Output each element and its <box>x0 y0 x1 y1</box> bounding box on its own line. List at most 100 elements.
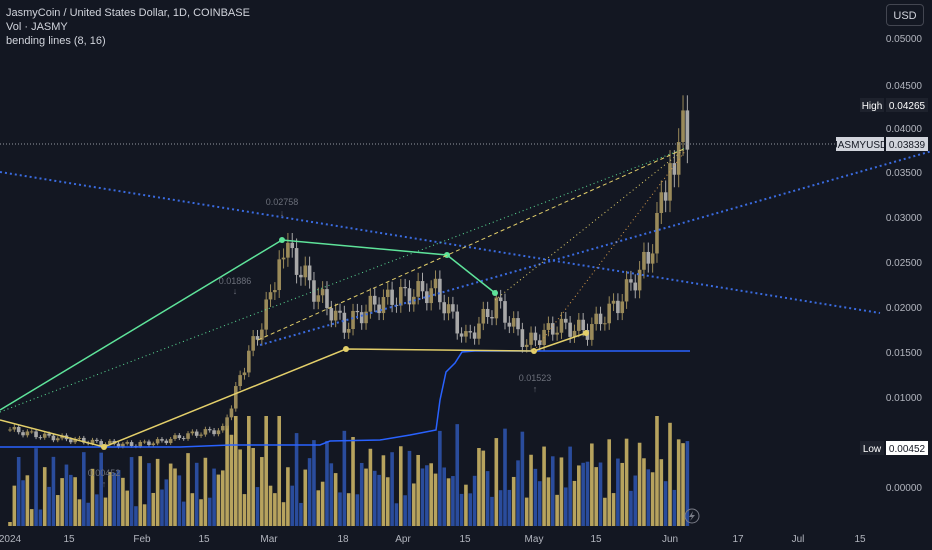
yellow-point[interactable] <box>583 330 589 336</box>
candle-body <box>372 295 377 305</box>
candle-body <box>216 430 221 435</box>
candle-body <box>507 322 512 327</box>
volume-bar <box>533 468 538 526</box>
last-price-tag-bg <box>886 137 928 151</box>
volume-bar <box>125 490 130 526</box>
candle-body <box>633 282 638 291</box>
mid-annotation: 0.01886 <box>219 276 252 286</box>
candle-body <box>281 257 286 260</box>
candle-body <box>624 279 629 302</box>
candle-body <box>498 297 503 302</box>
volume-bar <box>51 456 56 526</box>
candle-body <box>73 438 77 443</box>
low-tag-label: Low <box>863 444 882 455</box>
volume-bar <box>672 489 677 526</box>
volume-bar <box>177 475 182 526</box>
candle-body <box>25 431 30 436</box>
volume-bar <box>290 485 295 526</box>
candle-body <box>359 312 364 324</box>
candle-body <box>685 110 690 150</box>
volume-bar <box>485 471 490 526</box>
candle-body <box>663 192 668 201</box>
time-axis[interactable]: 2024 15 Feb 15 Mar 18 Apr 15 May 15 Jun … <box>0 534 866 545</box>
volume-bar <box>147 463 151 526</box>
candle-body <box>151 443 156 446</box>
candle-body <box>199 434 203 436</box>
descending-trendline[interactable] <box>0 171 881 314</box>
candle-body <box>290 242 295 249</box>
price-axis[interactable]: 0.05000 0.04500 0.04000 0.03500 0.03000 … <box>886 34 923 494</box>
price-tick: 0.02000 <box>886 303 923 314</box>
candle-body <box>190 431 195 434</box>
volume-bar <box>438 430 442 526</box>
volume-bar <box>16 456 21 526</box>
volume-bar <box>681 443 685 526</box>
volume-bar <box>498 490 503 526</box>
volume-bar <box>676 439 681 526</box>
indicator-legend[interactable]: bending lines (8, 16) <box>6 35 106 47</box>
volume-bar <box>381 455 386 526</box>
volume-bar <box>260 457 264 526</box>
green-point[interactable] <box>279 237 285 243</box>
candle-body <box>516 318 520 330</box>
candle-body <box>346 329 351 333</box>
ascending-trendline[interactable] <box>259 150 932 346</box>
volume-legend[interactable]: Vol · JASMY <box>6 21 68 33</box>
yellow-point[interactable] <box>343 346 349 352</box>
green-bending-line[interactable] <box>0 239 496 411</box>
lightning-icon[interactable] <box>684 508 700 524</box>
candle-body <box>607 303 612 324</box>
candle-body <box>121 443 125 447</box>
volume-bar <box>607 439 612 526</box>
candle-body <box>390 289 394 305</box>
volume-bar <box>416 454 420 526</box>
volume-bar <box>138 456 143 526</box>
candle-body <box>407 288 412 305</box>
candle-body <box>555 332 559 335</box>
yellow-bending-line[interactable] <box>0 332 587 448</box>
volume-bar <box>546 477 551 526</box>
volume-bar <box>385 477 390 526</box>
candle-body <box>655 212 659 254</box>
candle-body <box>299 274 303 278</box>
candle-body <box>333 310 338 321</box>
volume-bar <box>433 473 438 526</box>
volume-bar <box>303 469 308 526</box>
currency-button[interactable]: USD <box>886 4 924 26</box>
candle-body <box>468 331 473 333</box>
green-point[interactable] <box>492 290 498 296</box>
green-point[interactable] <box>444 252 450 258</box>
volume-bar <box>325 440 329 526</box>
candle-body <box>108 440 112 445</box>
candle-body <box>472 332 477 339</box>
candle-body <box>577 319 581 331</box>
volume-bar <box>451 476 455 526</box>
candle-body <box>8 429 12 431</box>
candle-body <box>303 265 308 278</box>
time-tick: 15 <box>590 534 602 545</box>
volume-bar <box>668 422 672 526</box>
volume-bar <box>134 506 138 526</box>
volume-bar <box>412 483 416 526</box>
volume-bar <box>173 468 177 526</box>
volume-bar <box>194 462 199 526</box>
volume-bar <box>281 502 286 526</box>
candle-body <box>568 322 572 337</box>
volume-bar <box>346 493 351 526</box>
candle-body <box>82 437 86 443</box>
candle-body <box>611 300 616 304</box>
yellow-point[interactable] <box>101 444 107 450</box>
volume-bar <box>425 465 429 526</box>
volume-bar <box>663 481 668 526</box>
volume-bar <box>116 470 121 526</box>
candle-body <box>225 417 229 426</box>
candle-body <box>524 344 529 347</box>
candle-body <box>260 329 264 340</box>
chart-legend: JasmyCoin / United States Dollar, 1D, CO… <box>6 6 250 48</box>
volume-bar <box>364 468 368 526</box>
symbol-title[interactable]: JasmyCoin / United States Dollar, 1D, CO… <box>6 7 250 19</box>
volume-bar <box>121 477 125 526</box>
volume-bar <box>481 450 486 526</box>
volume-bar <box>238 449 242 526</box>
